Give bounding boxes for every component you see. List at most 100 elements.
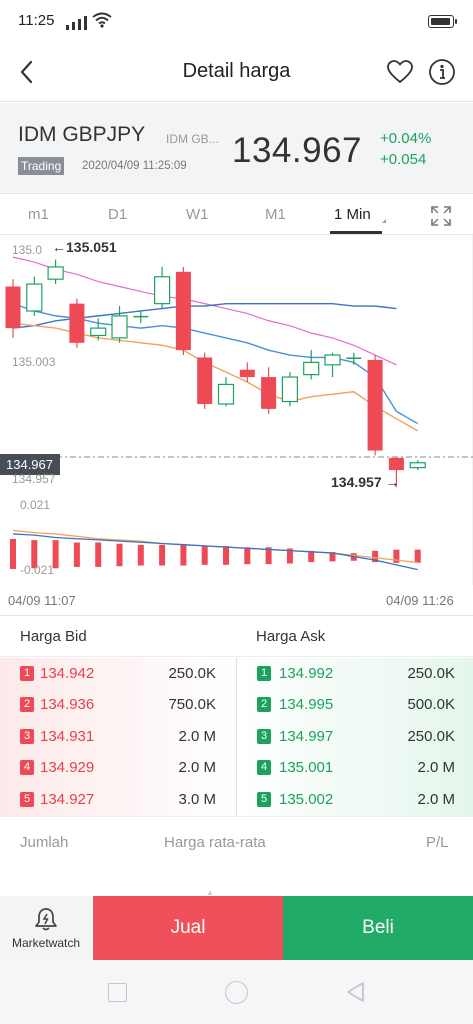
marketwatch-label: Marketwatch — [11, 936, 81, 950]
signal-icon — [66, 12, 87, 30]
volume-bar — [286, 548, 293, 564]
bid-rank-badge: 1 — [20, 666, 34, 681]
buy-button[interactable]: Beli — [283, 896, 473, 960]
bid-price: 134.927 — [40, 791, 95, 808]
col-amount: Jumlah — [20, 834, 69, 851]
x-axis-start: 04/09 11:07 — [8, 593, 76, 608]
ask-price: 134.995 — [279, 696, 334, 713]
ask-row[interactable]: 2 134.995 500.0K — [237, 689, 473, 720]
instrument-panel: IDM GBPJPY IDM GB... Trading 2020/04/09 … — [0, 103, 473, 194]
volume-axis-bottom: -0.021 — [20, 563, 54, 577]
heart-icon[interactable] — [386, 59, 414, 85]
ask-price: 135.002 — [279, 791, 334, 808]
bid-volume: 250.0K — [168, 665, 216, 682]
bell-icon — [35, 908, 57, 931]
bid-volume: 2.0 M — [178, 759, 216, 776]
candle-body — [5, 286, 21, 329]
candlestick-chart: 135.0 ←135.051 135.003 134.967 134.957 1… — [0, 235, 473, 585]
bid-row[interactable]: 2 134.936 750.0K — [0, 689, 236, 720]
fullscreen-icon[interactable] — [430, 205, 452, 227]
bid-rank-badge: 4 — [20, 760, 34, 775]
ask-rank-badge: 5 — [257, 792, 271, 807]
candle-body — [239, 369, 255, 378]
candle — [409, 460, 426, 471]
volume-bar — [414, 549, 421, 563]
status-time: 11:25 — [18, 12, 55, 29]
header: Detail harga — [0, 44, 473, 102]
back-arrow-icon[interactable] — [14, 58, 42, 86]
current-price-tag — [0, 454, 60, 475]
bid-row[interactable]: 5 134.927 3.0 M — [0, 784, 236, 815]
positions-header: Jumlah Harga rata-rata P/L — [0, 816, 473, 866]
candle — [5, 279, 21, 338]
ask-row[interactable]: 1 134.992 250.0K — [237, 658, 473, 689]
drag-handle[interactable]: ▲ — [206, 888, 214, 897]
order-book-header: Harga Bid Harga Ask — [0, 615, 473, 657]
volume-bar — [137, 544, 144, 566]
bid-row[interactable]: 3 134.931 2.0 M — [0, 721, 236, 752]
x-axis-end: 04/09 11:26 — [386, 593, 454, 608]
tab-mn1[interactable]: M1 — [265, 206, 286, 223]
tab-d1[interactable]: D1 — [108, 206, 128, 223]
candle — [346, 352, 362, 365]
tab-m1[interactable]: m1 — [28, 206, 49, 223]
change-percent: +0.04% — [380, 130, 432, 147]
volume-bar — [223, 546, 229, 565]
ask-volume: 250.0K — [407, 728, 455, 745]
candle — [197, 352, 213, 409]
ask-volume: 2.0 M — [417, 791, 455, 808]
ask-volume: 2.0 M — [417, 759, 455, 776]
candle-body — [26, 283, 43, 312]
candle-body — [367, 359, 383, 451]
recent-apps-icon[interactable] — [108, 983, 127, 1002]
bid-rank-badge: 2 — [20, 697, 34, 712]
bid-rank-badge: 3 — [20, 729, 34, 744]
home-icon[interactable] — [225, 981, 248, 1004]
ask-rank-badge: 2 — [257, 697, 271, 712]
candle-body — [346, 357, 362, 359]
price-chart[interactable]: 135.0 ←135.051 135.003 134.967 134.957 1… — [0, 235, 473, 615]
ask-volume: 250.0K — [407, 665, 455, 682]
bid-price: 134.929 — [40, 759, 95, 776]
volume-blue-line — [12, 533, 418, 571]
candle-body — [197, 357, 213, 404]
candle — [261, 367, 277, 414]
candle-body — [154, 276, 171, 305]
instrument-subname: IDM GB... — [166, 132, 219, 146]
axis-label-top: 135.0 — [12, 243, 42, 257]
tab-w1[interactable]: W1 — [186, 206, 209, 223]
candle — [26, 276, 43, 316]
min-marker-arrow: → — [382, 474, 400, 490]
candle-body — [47, 266, 64, 280]
bid-volume: 2.0 M — [178, 728, 216, 745]
sell-button[interactable]: Jual — [93, 896, 283, 960]
ask-row[interactable]: 5 135.002 2.0 M — [237, 784, 473, 815]
marketwatch-button[interactable]: Marketwatch — [0, 896, 92, 960]
bid-rank-badge: 5 — [20, 792, 34, 807]
bid-row[interactable]: 1 134.942 250.0K — [0, 658, 236, 689]
back-triangle-icon[interactable] — [344, 980, 366, 1004]
volume-bar — [52, 540, 59, 569]
volume-bar — [159, 544, 166, 566]
ask-row[interactable]: 4 135.001 2.0 M — [237, 752, 473, 783]
ask-rank-badge: 3 — [257, 729, 271, 744]
volume-axis-top: 0.021 — [20, 498, 50, 512]
info-icon[interactable] — [428, 58, 456, 86]
volume-bar — [180, 544, 187, 566]
candle — [69, 298, 85, 348]
tab-1min[interactable]: 1 Min — [334, 206, 371, 223]
bid-row[interactable]: 4 134.929 2.0 M — [0, 752, 236, 783]
candle — [90, 318, 107, 341]
ask-row[interactable]: 3 134.997 250.0K — [237, 721, 473, 752]
candle-body — [281, 376, 298, 403]
candle-body — [69, 303, 85, 343]
ask-price: 134.997 — [279, 728, 334, 745]
timeframe-tabs: m1 D1 W1 M1 1 Min — [0, 195, 473, 235]
ask-header: Harga Ask — [256, 628, 326, 645]
volume-bar — [95, 542, 102, 567]
candle-body — [175, 271, 191, 351]
col-pl: P/L — [426, 834, 449, 851]
candle — [175, 266, 191, 356]
volume-bar — [329, 552, 336, 562]
candle — [324, 352, 341, 378]
